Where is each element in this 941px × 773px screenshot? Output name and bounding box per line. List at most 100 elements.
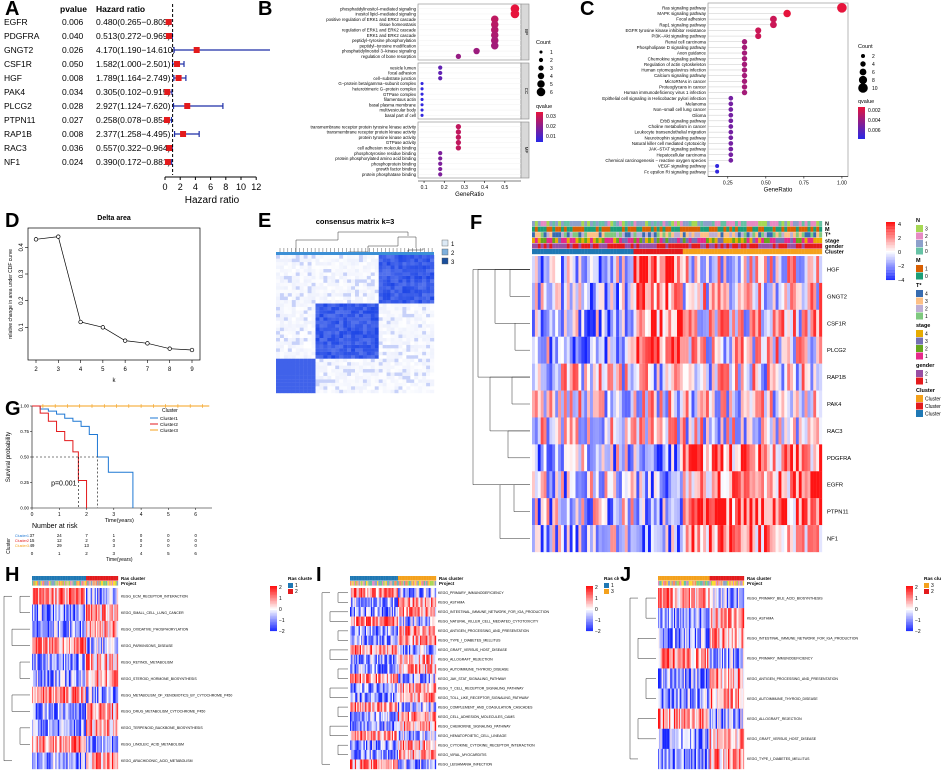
- consensus-cell: [311, 272, 316, 276]
- heatmap-annotation-cell: [717, 237, 721, 243]
- heatmap-annotation-cell: [563, 232, 567, 238]
- consensus-cell: [319, 382, 324, 387]
- consensus-cell: [311, 365, 316, 370]
- heatmap-annotation-cell: [636, 232, 640, 238]
- heatmap-cell: [700, 309, 704, 337]
- consensus-cell: [315, 279, 320, 283]
- heatmap-cell: [688, 525, 692, 553]
- consensus-cell: [418, 327, 423, 332]
- heatmap-annotation-cell: [543, 232, 547, 238]
- heatmap-cell: [558, 390, 562, 418]
- consensus-cell: [283, 320, 289, 325]
- heatmap-cell: [581, 336, 585, 364]
- forest-tick-label: 12: [251, 182, 261, 192]
- heatmap-annotation-cell: [682, 249, 686, 255]
- gsva-cell: [35, 736, 38, 753]
- heatmap-annotation-cell: [598, 243, 602, 249]
- gsva-cell: [98, 686, 100, 704]
- consensus-cell: [362, 348, 368, 352]
- heatmap-cell: [793, 390, 797, 418]
- consensus-cell: [410, 382, 415, 387]
- heatmap-cell: [592, 417, 596, 445]
- heatmap-cell: [555, 336, 559, 364]
- consensus-cell: [283, 313, 289, 318]
- consensus-cell: [315, 334, 320, 338]
- consensus-cell: [303, 348, 308, 352]
- consensus-cell: [414, 368, 419, 373]
- consensus-cell: [279, 382, 285, 387]
- gsva-cell: [92, 670, 94, 687]
- consensus-cell: [358, 334, 364, 338]
- consensus-cell: [406, 303, 411, 307]
- heatmap-annotation-cell: [682, 221, 686, 227]
- heatmap-cell: [714, 390, 718, 418]
- consensus-cell: [426, 389, 431, 394]
- consensus-cell: [347, 389, 352, 394]
- consensus-cell: [299, 279, 304, 283]
- consensus-cell: [307, 324, 312, 328]
- gsva-cell: [110, 719, 113, 737]
- heatmap-cell: [656, 309, 660, 337]
- heatmap-cell: [616, 390, 620, 418]
- gsva-cell: [61, 620, 63, 638]
- consensus-cell: [339, 358, 344, 363]
- consensus-cell: [370, 261, 375, 266]
- consensus-cell: [315, 372, 320, 376]
- consensus-cell: [366, 282, 371, 287]
- consensus-cell: [382, 372, 387, 376]
- heatmap-cell: [749, 309, 753, 337]
- gsva-cell: [38, 637, 40, 654]
- heatmap-annotation-cell: [581, 249, 585, 255]
- gsva-cell: [92, 653, 94, 671]
- consensus-cell: [382, 272, 387, 276]
- heatmap-cell: [639, 525, 643, 553]
- heatmap-annotation-cell: [790, 243, 794, 249]
- heatmap-annotation-cell: [650, 237, 654, 243]
- heatmap-annotation-cell: [595, 232, 599, 238]
- gsva-scale-cell: [270, 619, 277, 621]
- heatmap-annotation-cell: [604, 226, 608, 232]
- consensus-cell: [291, 299, 296, 304]
- heatmap-cell: [642, 309, 646, 337]
- consensus-cell: [406, 320, 411, 325]
- consensus-cell: [295, 320, 300, 325]
- heatmap-annotation-cell: [682, 226, 686, 232]
- consensus-cell: [323, 268, 328, 273]
- gsva-cell: [55, 637, 57, 654]
- gsva-cell: [73, 637, 76, 654]
- heatmap-cell: [532, 336, 536, 364]
- heatmap-annotation-cell: [685, 232, 689, 238]
- heatmap-cell: [810, 498, 814, 526]
- heatmap-cell: [624, 282, 628, 310]
- panel-label-g: G: [5, 398, 21, 420]
- heatmap-annotation-cell: [540, 226, 544, 232]
- heatmap-cell: [546, 336, 550, 364]
- heatmap-annotation-cell: [624, 249, 628, 255]
- consensus-cell: [410, 310, 415, 314]
- kegg-dot: [728, 101, 734, 107]
- heatmap-cell: [694, 444, 698, 472]
- delta-ytick-label: 0.2: [19, 296, 25, 305]
- heatmap-annotation-cell: [761, 221, 765, 227]
- heatmap-cell: [653, 336, 657, 364]
- heatmap-cell: [819, 282, 823, 310]
- heatmap-cell: [764, 471, 768, 499]
- kegg-dot: [728, 112, 734, 118]
- gsva-cell: [60, 686, 62, 704]
- heatmap-cell: [816, 444, 820, 472]
- gsva-cell: [95, 670, 98, 687]
- gsva-cell: [39, 604, 41, 622]
- heatmap-cell: [563, 309, 567, 337]
- consensus-cell: [358, 289, 364, 294]
- heatmap-legend-swatch: [916, 402, 923, 410]
- consensus-cell: [390, 386, 395, 390]
- consensus-cell: [386, 258, 391, 263]
- gsva-cell: [89, 752, 92, 770]
- gsva-cell: [111, 736, 114, 753]
- consensus-cell: [327, 258, 332, 263]
- heatmap-cell: [720, 525, 724, 553]
- gsva-cell: [38, 604, 40, 622]
- heatmap-cell: [778, 363, 782, 391]
- gsva-cell: [75, 637, 77, 654]
- consensus-cell: [374, 358, 379, 363]
